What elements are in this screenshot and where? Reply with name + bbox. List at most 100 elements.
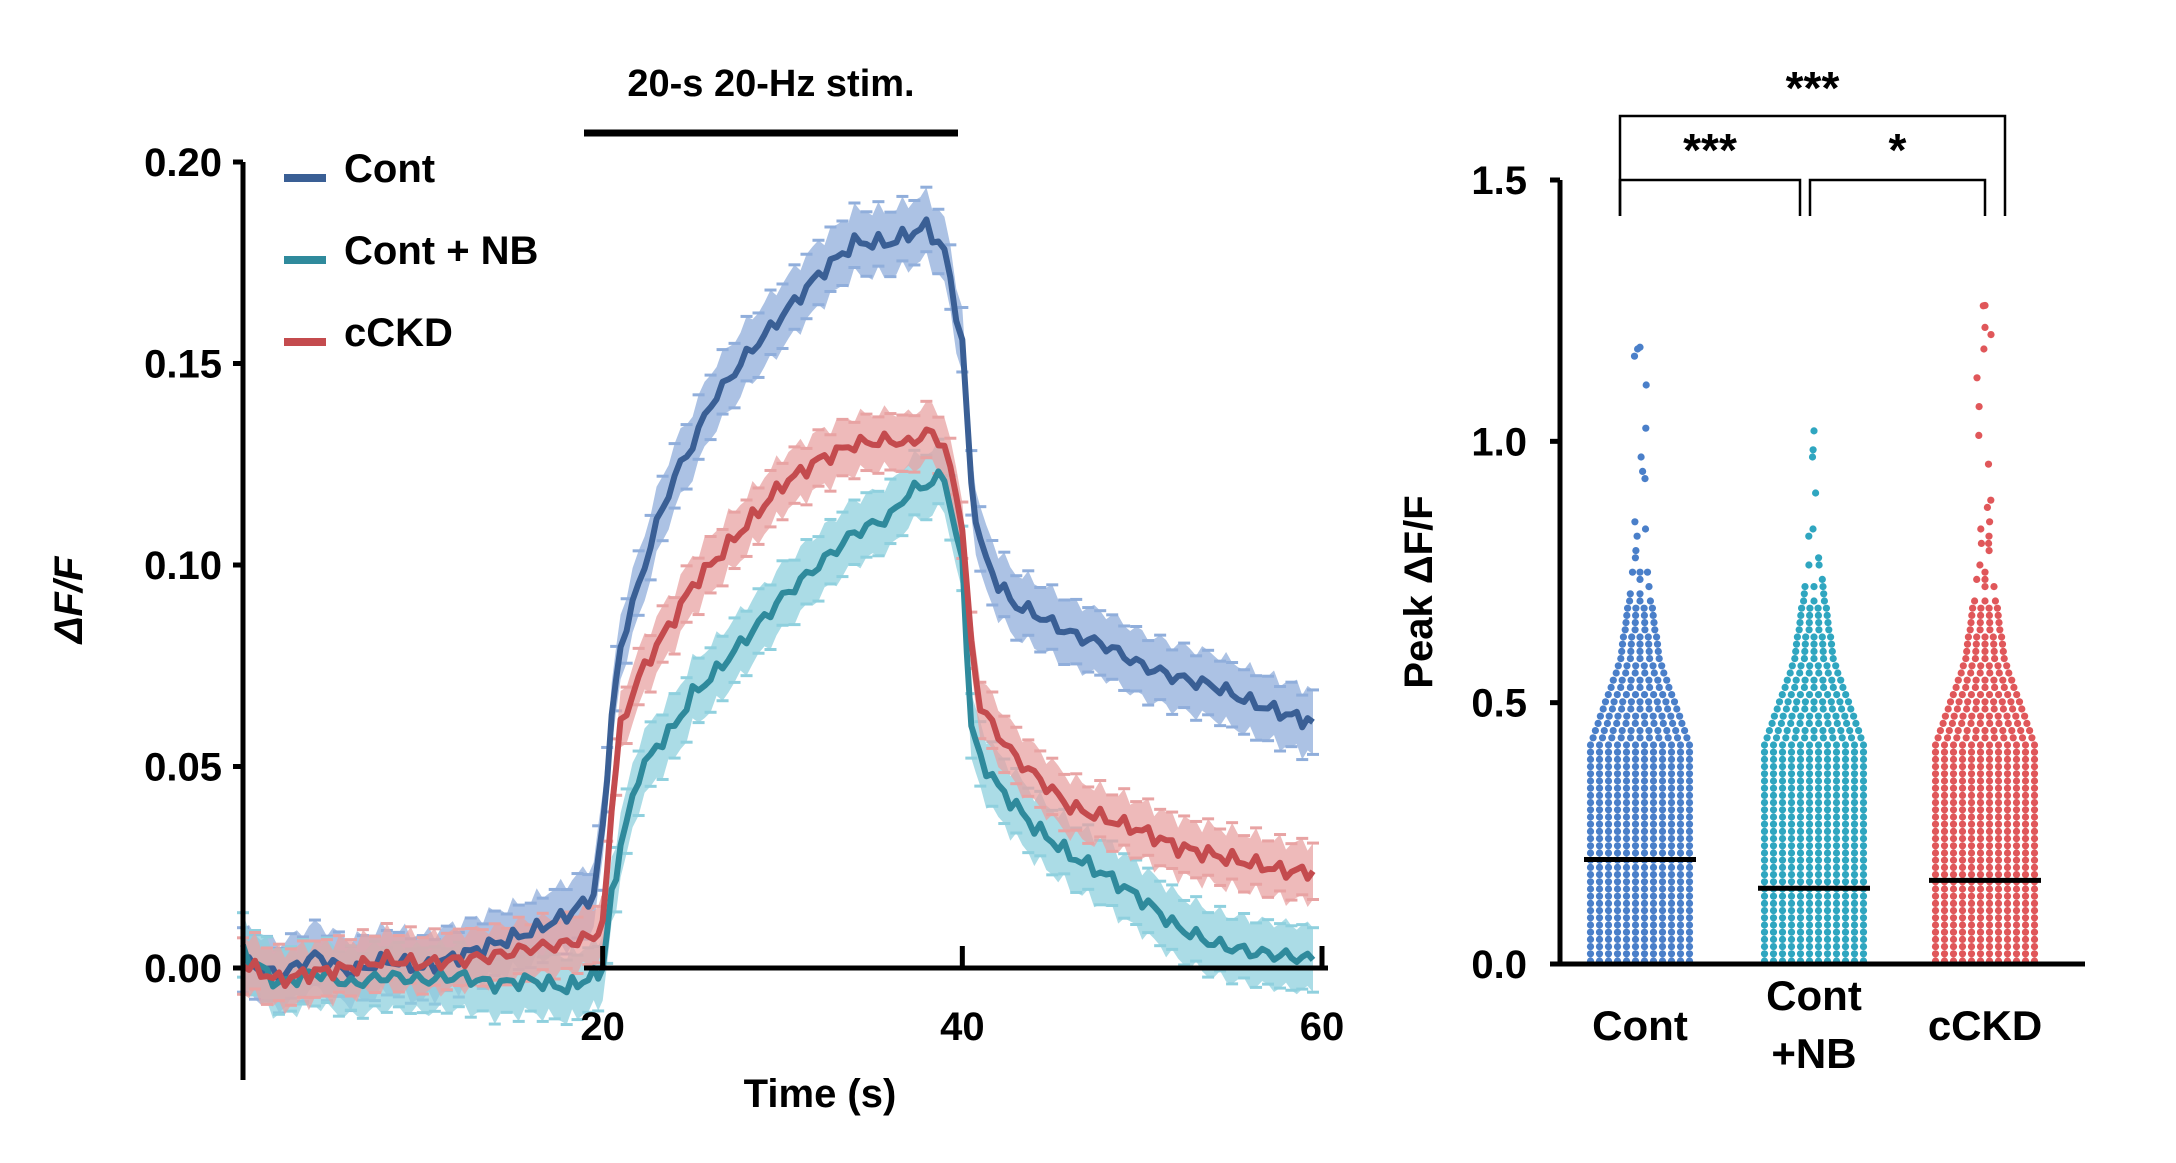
- data-point: [1636, 647, 1644, 656]
- data-point: [1993, 604, 2001, 612]
- data-point: [1627, 698, 1635, 706]
- data-point: [1801, 676, 1809, 684]
- data-point: [1985, 935, 1994, 944]
- data-point: [1823, 892, 1832, 900]
- data-point: [1622, 835, 1631, 843]
- data-point: [1985, 784, 1994, 792]
- data-point: [1949, 799, 1958, 807]
- data-point: [1604, 835, 1613, 843]
- data-point: [1806, 712, 1814, 720]
- data-point: [1949, 842, 1958, 850]
- data-point: [1760, 799, 1769, 807]
- data-point: [1641, 619, 1649, 627]
- data-point: [1967, 849, 1976, 857]
- data-point: [1827, 698, 1835, 706]
- data-point: [1778, 871, 1787, 879]
- data-point: [1658, 835, 1667, 843]
- data-point: [1631, 791, 1640, 800]
- data-point: [1931, 907, 1940, 915]
- data-point: [1985, 863, 1994, 872]
- data-point: [1599, 705, 1607, 713]
- data-point: [1769, 914, 1778, 922]
- data-point: [1769, 899, 1778, 908]
- data-point: [1805, 871, 1814, 879]
- data-point: [1819, 640, 1827, 648]
- data-point: [1814, 691, 1823, 699]
- data-point: [1646, 597, 1654, 605]
- data-point: [1946, 698, 1955, 706]
- data-point: [1676, 935, 1685, 944]
- data-point: [2004, 691, 2012, 699]
- data-point: [1676, 899, 1685, 908]
- data-point: [1976, 914, 1985, 922]
- data-point: [1631, 835, 1640, 843]
- x-tick-label: 60: [1300, 1005, 1345, 1049]
- data-point: [1622, 928, 1631, 936]
- data-point: [1985, 532, 1993, 540]
- data-point: [1667, 842, 1676, 850]
- data-point: [1769, 827, 1778, 836]
- data-point: [1958, 928, 1967, 936]
- data-point: [1953, 734, 1961, 742]
- data-point: [2003, 835, 2012, 843]
- data-point: [1796, 619, 1804, 627]
- data-point: [1967, 935, 1976, 944]
- data-point: [1787, 763, 1796, 771]
- data-point: [1778, 691, 1786, 699]
- data-point: [1814, 914, 1823, 922]
- data-point: [1788, 712, 1796, 720]
- data-point: [1604, 849, 1613, 857]
- series-line-contnb: [240, 468, 1316, 996]
- data-point: [1823, 820, 1832, 828]
- data-point: [1595, 950, 1604, 958]
- data-point: [1640, 770, 1649, 778]
- data-point: [1859, 950, 1868, 958]
- data-point: [1778, 878, 1787, 886]
- data-point: [1805, 719, 1813, 728]
- data-point: [1622, 777, 1631, 785]
- data-point: [1999, 727, 2007, 735]
- data-point: [1796, 943, 1805, 951]
- data-point: [1823, 842, 1832, 850]
- data-point: [1841, 849, 1850, 857]
- data-point: [1760, 856, 1769, 864]
- data-point: [1829, 734, 1837, 742]
- data-point: [1646, 655, 1654, 663]
- data-point: [1586, 849, 1595, 857]
- data-point: [1787, 849, 1796, 857]
- data-point: [2003, 849, 2012, 857]
- data-point: [1976, 885, 1985, 893]
- data-point: [1650, 719, 1658, 728]
- data-point: [1676, 763, 1685, 771]
- data-point: [1985, 928, 1994, 936]
- data-point: [1586, 935, 1595, 944]
- data-point: [1967, 820, 1976, 828]
- data-point: [1658, 871, 1667, 879]
- data-point: [1613, 763, 1622, 771]
- data-point: [1631, 943, 1640, 951]
- data-point: [1613, 921, 1622, 929]
- data-point: [1604, 763, 1613, 771]
- data-point: [1958, 777, 1967, 785]
- data-point: [1859, 806, 1868, 814]
- data-point: [1805, 914, 1814, 922]
- data-point: [1985, 820, 1994, 828]
- data-point: [1810, 734, 1818, 742]
- data-point: [2003, 806, 2012, 814]
- data-point: [1618, 705, 1626, 713]
- data-point: [2021, 770, 2030, 778]
- data-point: [2030, 928, 2039, 936]
- data-point: [1976, 791, 1985, 800]
- data-point: [1649, 928, 1658, 936]
- data-point: [1595, 914, 1604, 922]
- data-point: [1613, 928, 1622, 936]
- data-point: [1823, 921, 1832, 929]
- data-point: [1586, 842, 1595, 850]
- data-point: [2021, 777, 2030, 785]
- data-point: [1618, 647, 1626, 656]
- data-point: [1595, 755, 1604, 764]
- data-point: [1801, 647, 1809, 656]
- data-point: [1805, 741, 1814, 749]
- data-point: [1760, 950, 1769, 958]
- data-point: [1760, 921, 1769, 929]
